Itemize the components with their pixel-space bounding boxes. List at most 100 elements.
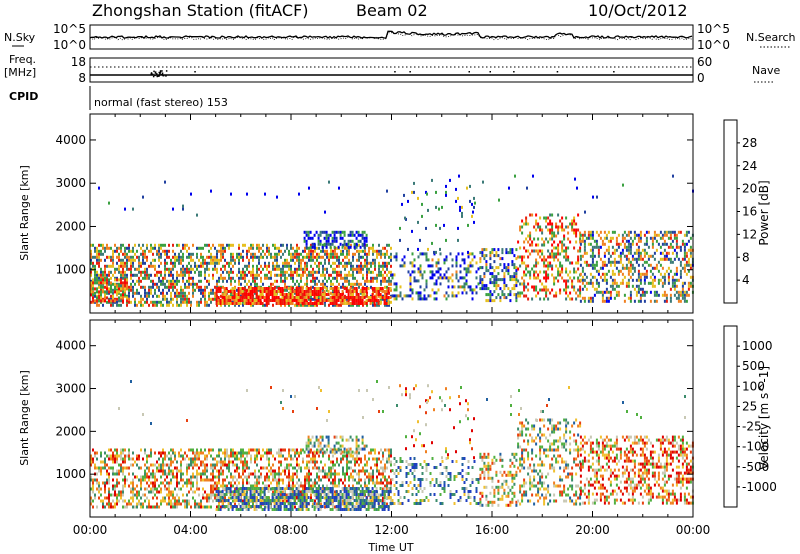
power-cell [305,233,308,237]
power-cell [637,290,640,294]
power-cell [222,279,224,283]
power-cell [497,278,500,282]
velocity-cell [126,478,128,482]
power-cell [208,294,210,298]
power-cell [577,228,580,232]
velocity-cell [106,469,108,473]
velocity-cell [146,466,148,470]
power-cell [110,264,112,268]
power-cell [472,210,474,214]
power-cell [254,273,256,277]
power-cell [515,299,518,303]
power-cell [591,233,594,237]
power-cell [244,270,246,274]
velocity-cell [122,493,124,497]
power-cell [372,303,374,307]
power-cell [427,258,430,262]
power-cell [279,287,282,290]
velocity-cell [228,457,230,461]
power-cell [259,290,262,293]
power-cell [515,269,518,273]
power-cell [583,296,586,300]
power-cell [483,287,486,291]
power-cell [116,276,118,280]
power-cell [477,282,480,286]
power-cell [358,303,360,307]
power-cell [247,302,250,305]
power-cell [98,290,100,294]
velocity-cell [220,463,222,467]
power-cell [326,249,328,253]
velocity-cell [236,463,238,467]
power-cell [325,287,328,290]
power-cell [485,260,488,264]
power-cell [306,264,308,268]
power-cell [272,267,274,271]
velocity-cell [266,466,268,470]
power-cell [663,278,666,282]
power-cell [597,281,600,285]
velocity-cell [222,463,224,467]
power-cell [368,261,370,265]
power-cell [314,261,316,265]
velocity-cell [92,490,94,494]
power-cell [164,294,166,298]
power-cell [625,281,628,285]
power-cell [294,270,296,274]
power-cell [467,223,469,227]
freq-point [154,72,157,74]
power-cell [278,267,280,271]
power-cell [617,233,620,237]
power-cell [269,290,272,293]
power-cell [266,246,268,250]
power-cell [192,285,194,289]
power-cell [92,290,94,294]
velocity-cell [90,496,92,500]
power-cell [90,279,92,283]
power-cell [251,290,254,293]
power-cell [679,290,682,294]
power-cell [112,299,114,303]
power-cell [190,252,192,256]
power-cell [224,303,226,307]
power-cell [152,264,154,268]
power-cell [128,246,130,250]
power-cell [239,302,242,305]
power-cell [144,273,146,277]
power-cell [136,279,138,283]
velocity-cell [138,478,140,482]
velocity-cell [288,478,290,482]
power-cell [623,230,626,234]
power-cell [386,252,388,256]
power-cell [491,272,494,276]
power-cell [96,287,98,291]
power-cell [120,258,122,262]
power-cell [335,287,338,290]
power-cell [352,303,354,307]
power-cell [565,216,568,220]
power-cell [629,266,632,270]
power-cell [126,294,128,298]
power-cell [403,193,405,197]
velocity-cell [182,478,184,482]
power-cell [241,299,244,302]
velocity-cell [132,472,134,476]
power-cell [551,225,554,229]
power-cell [498,198,500,202]
power-cell [643,260,646,264]
power-ytick-label: 4000 [55,133,86,147]
power-cell [190,192,192,196]
freq-panel: Freq. [MHz] 18 8 60 0 Nave [4,53,780,85]
power-cell [669,293,672,297]
power-cell [615,293,618,297]
power-cell [467,285,470,289]
power-cell [647,257,650,261]
power-cell [282,264,284,268]
velocity-cell [182,484,184,488]
power-cell [134,258,136,262]
power-cell [609,263,612,267]
velocity-cell [254,472,256,476]
power-cell [395,285,398,289]
power-cell [579,249,582,253]
power-cell [579,291,582,295]
